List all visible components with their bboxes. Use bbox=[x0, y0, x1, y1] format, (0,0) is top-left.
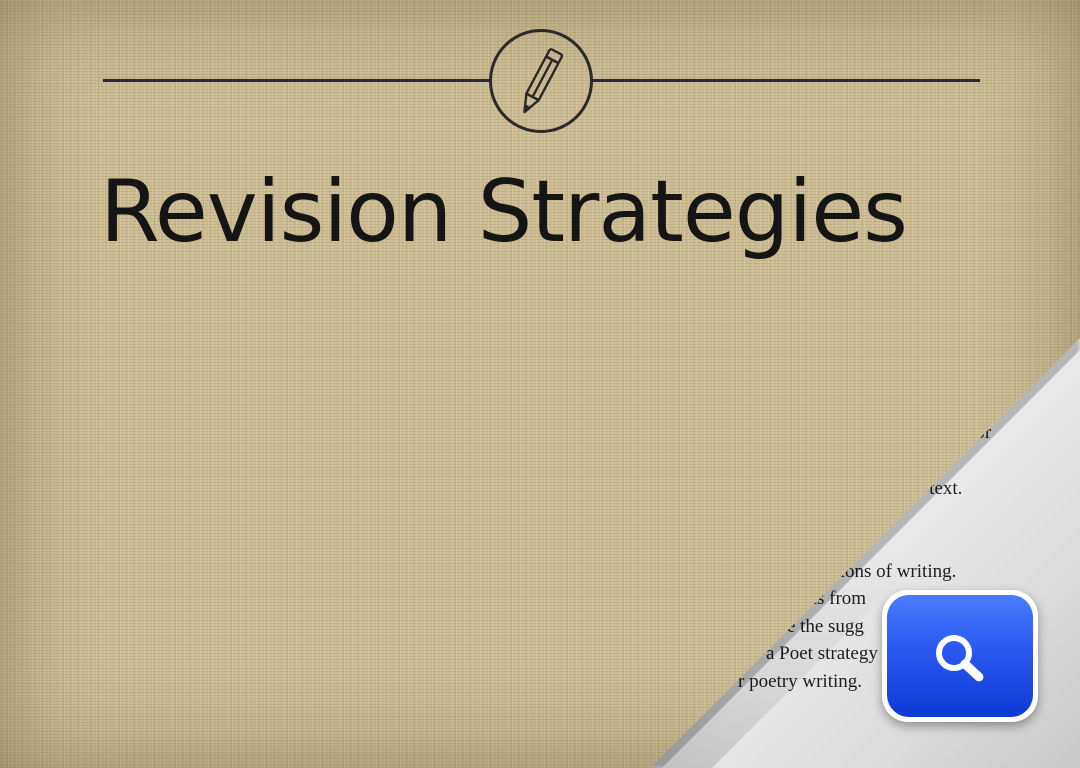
next-page-line: r poetry writing. bbox=[738, 671, 863, 692]
search-icon bbox=[936, 635, 984, 682]
next-page-line: a Poet strategy bbox=[766, 643, 878, 664]
page-title: Revision Strategies bbox=[100, 162, 908, 262]
divider-right bbox=[590, 79, 980, 82]
divider-left bbox=[103, 79, 491, 82]
pencil-icon bbox=[489, 29, 593, 133]
next-page-line: ctions of writing. bbox=[826, 561, 957, 582]
search-button[interactable] bbox=[882, 590, 1038, 722]
search-button-face bbox=[887, 595, 1033, 717]
